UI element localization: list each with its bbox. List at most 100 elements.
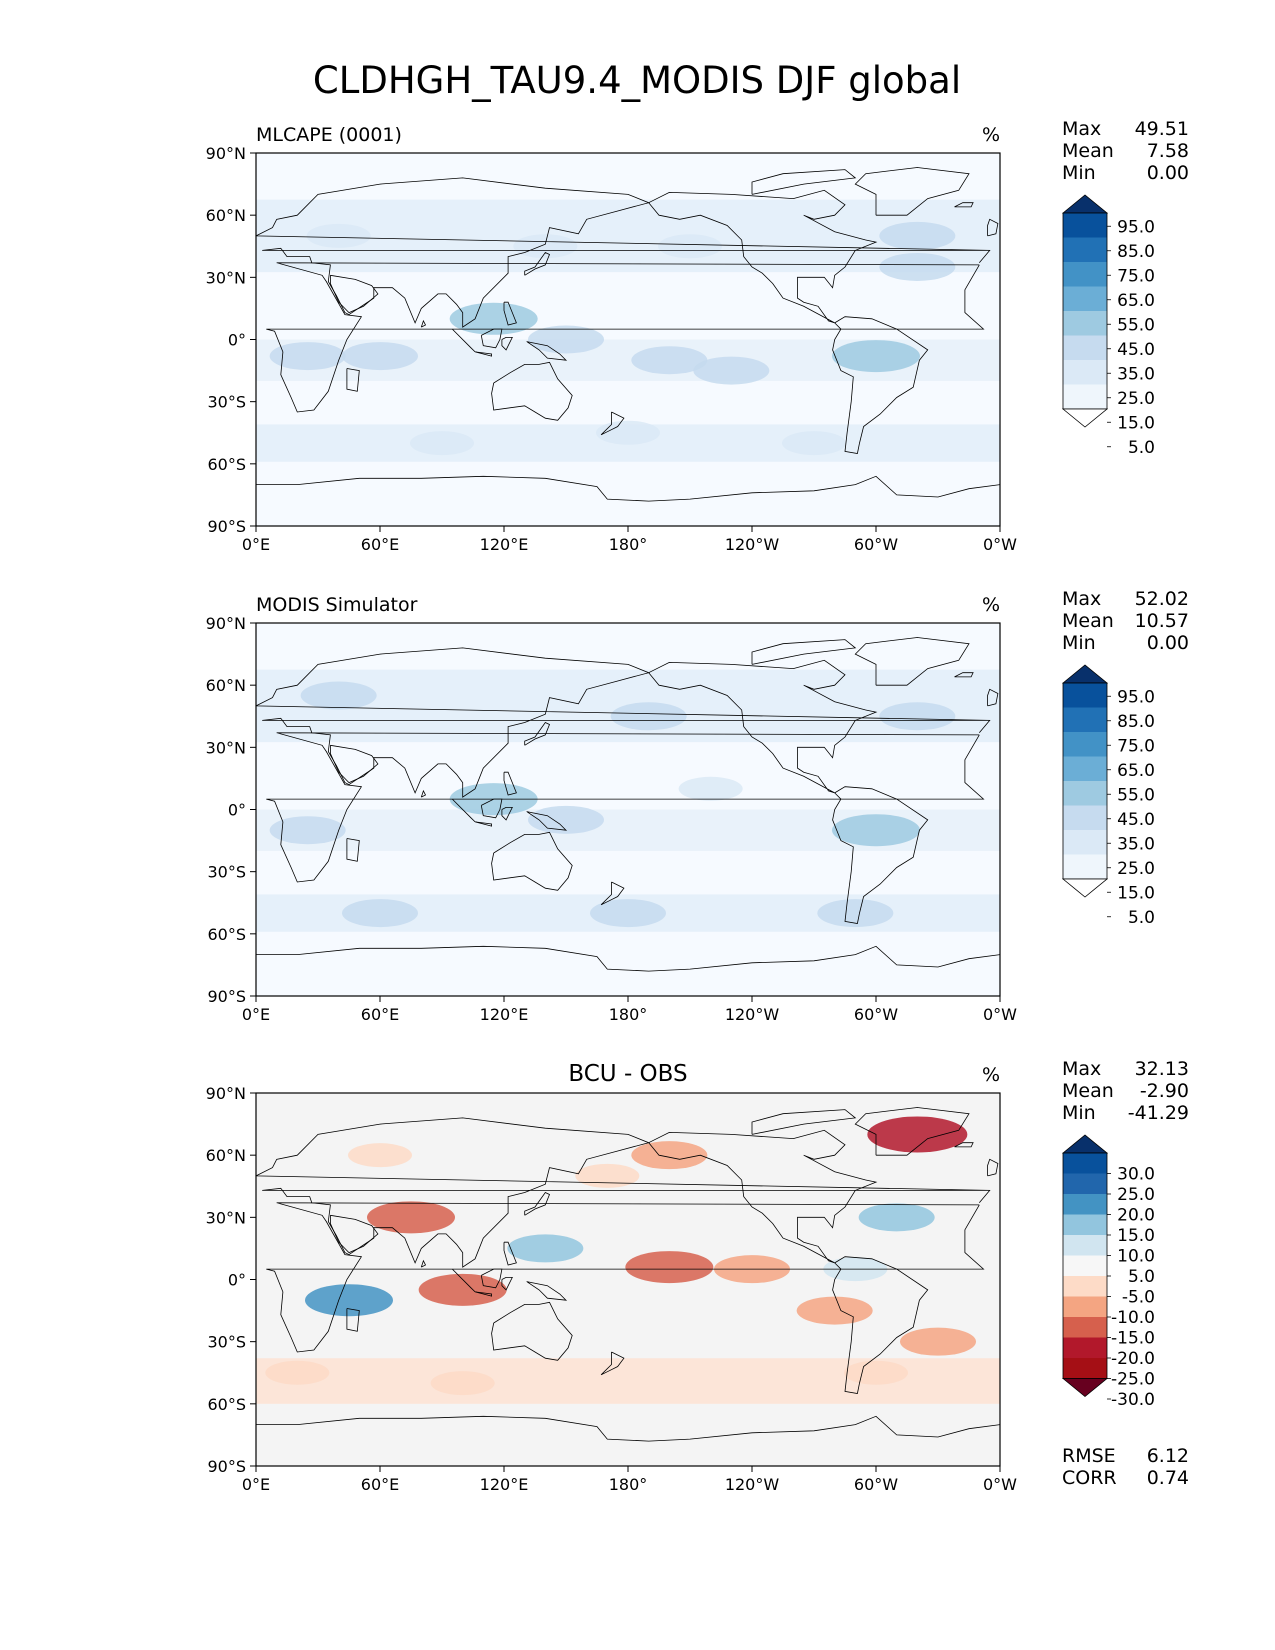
field-anomaly [418,1273,507,1306]
coastline [330,744,379,784]
metric-label: CORR [1062,1467,1117,1489]
coastline [266,262,985,413]
colorbar-label: 95.0 [1117,687,1155,707]
colorbar-label: 5.0 [1128,438,1155,458]
x-tick-label: 0°E [242,1005,270,1024]
field-anomaly [631,1141,708,1170]
coastline [648,659,878,794]
field-anomaly [832,814,920,847]
y-tick-label: 60°S [207,925,246,944]
stat-value: 0.00 [1147,162,1189,184]
field-anomaly [658,234,722,259]
colorbar-extend-min [1061,1378,1109,1398]
panel-title: BCU - OBS [568,1061,687,1087]
coastline [256,945,1001,972]
colorbar-segment [1063,1194,1107,1215]
coastline [751,1109,857,1135]
colorbar-segment [1063,1358,1107,1379]
field-anomaly [879,252,956,281]
coastline [452,328,476,353]
coastline [526,811,568,831]
colorbar-label: 85.0 [1117,242,1155,262]
y-tick-label: 30°S [207,1333,246,1352]
colorbar-label: 25.0 [1117,859,1155,879]
colorbar-label: 15.0 [1117,413,1155,433]
field-anomaly [367,1201,455,1234]
y-tick-label: 30°S [207,863,246,882]
colorbar-segment [1063,1153,1107,1174]
panel-title: MODIS Simulator [256,594,418,616]
panel-top: MLCAPE (0001) % 0°E 60°E 120°E 180° 120°W 60°… [206,118,1189,554]
colorbar-label: 35.0 [1117,364,1155,384]
stat-value: 0.00 [1147,632,1189,654]
stats-block: Max Mean Min 49.51 7.58 0.00 [1062,118,1189,184]
y-tick-label: 60°S [207,1395,246,1414]
coastline [480,798,503,819]
y-tick-label: 30°N [206,738,246,757]
coastline [266,1202,985,1353]
y-tick-label: 0° [228,1271,246,1290]
coastline [330,274,379,314]
coastline [526,1281,568,1301]
x-tick-label: 60°E [361,535,399,554]
colorbar-label: 85.0 [1117,712,1155,732]
field-anomaly [342,342,418,371]
coastline [954,1142,974,1148]
coastline [255,647,991,798]
field-anomaly [306,223,371,248]
y-tick-label: 60°S [207,455,246,474]
stat-value: -2.90 [1140,1080,1189,1102]
colorbar-extend-max [1061,194,1109,214]
y-tick-label: 30°S [207,393,246,412]
x-tick-label: 120°W [725,1005,780,1024]
stat-label: Mean [1062,140,1114,162]
x-tick-label: 120°W [725,535,780,554]
coastline [526,341,568,361]
x-tick-label: 0°E [242,1475,270,1494]
stat-value: 7.58 [1147,140,1189,162]
coastline [346,838,360,862]
colorbar-label: 45.0 [1117,340,1155,360]
y-tick-label: 90°S [207,517,246,536]
stat-label: Max [1062,1058,1101,1080]
colorbar-label: 75.0 [1117,266,1155,286]
panel-units: % [982,1064,1000,1086]
colorbar-label: -25.0 [1111,1370,1155,1390]
x-tick-label: 60°W [854,1475,898,1494]
field-anomaly [879,221,956,250]
colorbar-label: 55.0 [1117,785,1155,805]
field-anomaly [528,325,604,354]
metrics-block: RMSE CORR 6.12 0.74 [1062,1445,1189,1489]
coastline [491,361,573,421]
field-anomaly [300,681,377,710]
coastline [987,218,999,237]
coastline [987,1158,999,1177]
coastline [256,1415,1001,1442]
coastline [832,316,929,454]
y-tick-label: 90°N [206,144,246,163]
x-tick-label: 120°E [480,535,529,554]
colorbar-extend-min [1061,408,1109,428]
colorbar-label: 15.0 [1117,883,1155,903]
coastline [524,721,551,746]
coastline [503,301,517,326]
stat-label: Mean [1062,610,1114,632]
stats-block: Max Mean Min 52.02 10.57 0.00 [1062,588,1189,654]
colorbar-segment [1063,384,1107,409]
coastline [346,1308,360,1332]
coastline [648,189,878,324]
colorbar-label: 5.0 [1128,908,1155,928]
field-anomaly [528,805,604,834]
colorbar-segment [1063,707,1107,732]
field-anomaly [625,1251,714,1284]
coastline [503,1241,517,1266]
colorbar-label: 25.0 [1117,1185,1155,1205]
coastline [420,319,427,328]
colorbar: 95.0 85.0 75.0 65.0 55.0 45.0 35.0 25.0 15.0 5.0 [1061,194,1155,458]
colorbar-label: -20.0 [1111,1349,1155,1369]
x-tick-label: 60°W [854,1005,898,1024]
coastline [475,821,492,827]
field-anomaly [867,1116,968,1153]
colorbar-segment [1063,1214,1107,1235]
coastline [255,177,991,328]
